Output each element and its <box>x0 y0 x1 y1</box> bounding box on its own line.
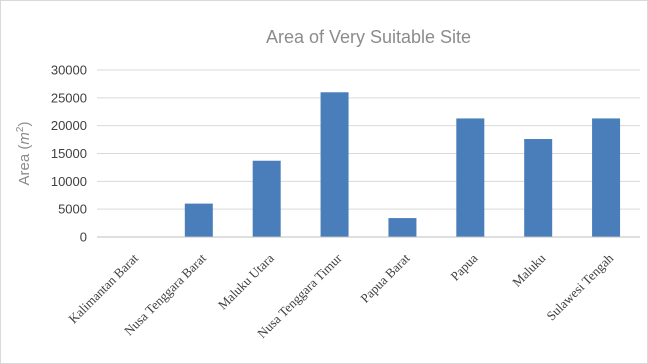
bar <box>524 139 553 237</box>
y-tick-label: 15000 <box>51 146 87 161</box>
bar <box>388 218 417 237</box>
y-tick-label: 30000 <box>51 63 87 78</box>
y-axis-label-exponent: 2 <box>15 126 26 132</box>
gridlines <box>97 69 640 210</box>
y-tick-label: 20000 <box>51 118 87 133</box>
y-tick-label: 25000 <box>51 90 87 105</box>
y-axis-label-base: Area ( <box>16 145 33 186</box>
y-axis-label-unit: m <box>16 132 33 145</box>
chart-title: Area of Very Suitable Site <box>266 27 471 47</box>
bar <box>184 203 213 237</box>
bar <box>456 118 485 237</box>
y-tick-label: 5000 <box>58 202 87 217</box>
x-tick-label: Maluku <box>509 250 549 290</box>
bar <box>320 92 349 238</box>
x-tick-label: Kalimantan Barat <box>65 250 141 326</box>
bars <box>184 92 621 238</box>
x-tick-label: Papua Barat <box>357 250 413 306</box>
x-tick-label: Maluku Utara <box>215 250 277 312</box>
y-tick-label: 10000 <box>51 174 87 189</box>
y-axis-label-close: ) <box>16 122 33 127</box>
y-axis-ticks: 0 5000 10000 15000 20000 25000 30000 <box>51 63 87 245</box>
bar <box>592 118 621 237</box>
x-tick-label: Papua <box>447 250 480 283</box>
bar <box>252 160 281 237</box>
x-tick-label: Sulawesi Tengah <box>543 250 616 323</box>
y-tick-label: 0 <box>80 230 87 245</box>
y-axis-label: Area (m2) <box>15 122 33 186</box>
